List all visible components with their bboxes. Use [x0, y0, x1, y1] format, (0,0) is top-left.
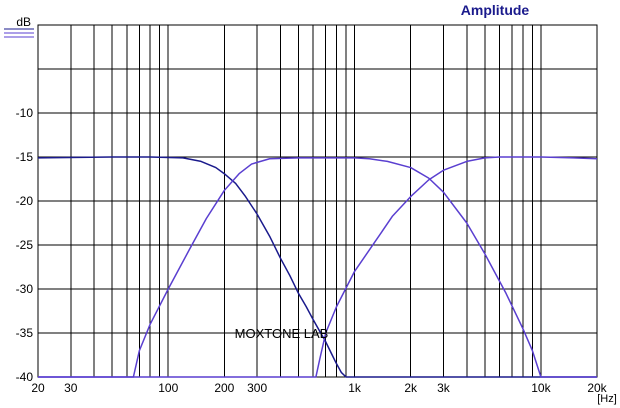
x-tick-label: 1k	[348, 381, 362, 395]
series-lines	[37, 156, 598, 378]
x-tick-label: 3k	[437, 381, 451, 395]
chart-title: Amplitude	[461, 2, 530, 18]
plot-frame	[37, 24, 598, 378]
annotations: MOXTONE LAB	[235, 326, 329, 341]
legend-swatch-lines	[4, 28, 34, 38]
series-line	[37, 156, 597, 378]
tick-labels: 20 30 100 200 300 1k 2k 3k 10k 20k -10 -15 -20 -25 -30…	[16, 106, 608, 395]
y-tick-label: -10	[16, 106, 34, 120]
y-tick-label: -20	[16, 194, 34, 208]
y-tick-label: -15	[16, 150, 34, 164]
y-tick-label: -25	[16, 238, 34, 252]
x-tick-label: 30	[64, 381, 78, 395]
x-tick-label: 20k	[587, 381, 607, 395]
y-tick-label: -30	[16, 282, 34, 296]
y-axis-label: dB	[16, 15, 31, 29]
x-tick-label: 2k	[404, 381, 418, 395]
x-tick-label: 100	[158, 381, 178, 395]
x-axis-label: [Hz]	[597, 393, 617, 405]
y-tick-label: -35	[16, 326, 34, 340]
x-tick-label: 300	[247, 381, 267, 395]
plot-border	[37, 24, 598, 378]
series-line	[38, 157, 597, 378]
annotation-text: MOXTONE LAB	[235, 326, 329, 341]
x-tick-label: 20	[31, 381, 45, 395]
y-tick-label: -40	[16, 370, 34, 384]
x-tick-label: 200	[214, 381, 234, 395]
series-line	[38, 156, 598, 378]
x-tick-label: 10k	[531, 381, 551, 395]
